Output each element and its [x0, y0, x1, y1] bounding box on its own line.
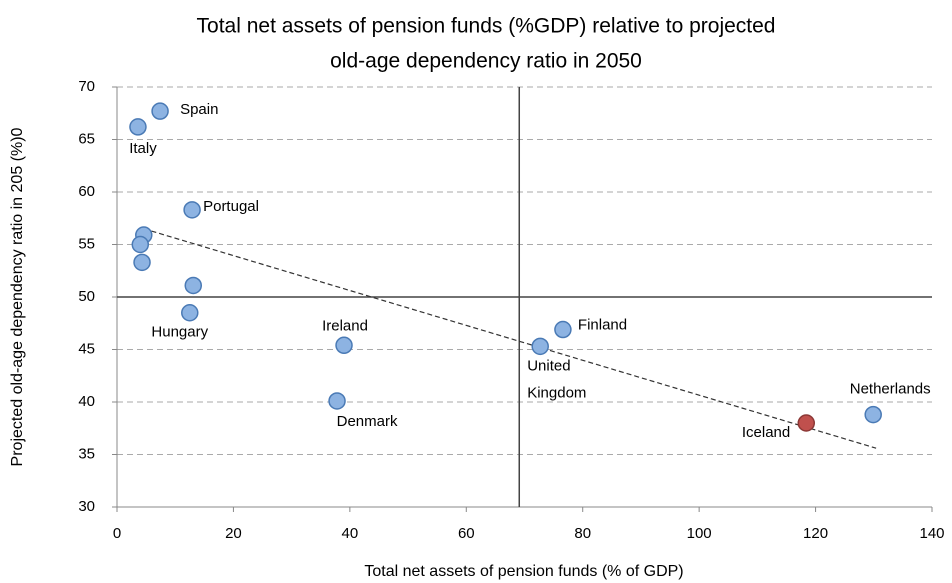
- point-label: Netherlands: [850, 381, 931, 398]
- y-axis-label: Projected old-age dependency ratio in 20…: [9, 127, 26, 466]
- point-label: Denmark: [337, 413, 398, 430]
- point: [531, 337, 549, 356]
- point: [797, 414, 816, 432]
- x-tick-label: 20: [225, 525, 242, 542]
- point: [183, 201, 201, 219]
- x-tick-label: 140: [919, 525, 944, 542]
- chart-title: old-age dependency ratio in 2050: [330, 50, 642, 73]
- x-tick-label: 120: [803, 525, 828, 542]
- point-label: Italy: [129, 140, 157, 157]
- chart-title: Total net assets of pension funds (%GDP)…: [197, 15, 776, 38]
- y-tick-label: 70: [78, 78, 95, 95]
- point-label: Iceland: [742, 424, 790, 441]
- point-label: Ireland: [322, 317, 368, 334]
- x-tick-label: 0: [113, 525, 121, 542]
- point: [184, 276, 203, 295]
- trendline: [143, 228, 877, 449]
- point: [133, 253, 151, 272]
- point: [328, 392, 346, 410]
- x-tick-label: 60: [458, 525, 475, 542]
- y-tick-label: 35: [78, 445, 95, 462]
- point: [554, 320, 572, 339]
- point: [151, 102, 169, 120]
- y-tick-label: 30: [78, 498, 95, 515]
- point-label: Spain: [180, 101, 218, 118]
- point: [864, 405, 882, 424]
- point: [181, 304, 199, 322]
- y-tick-label: 50: [78, 288, 95, 305]
- x-tick-label: 40: [342, 525, 359, 542]
- x-axis-label: Total net assets of pension funds (% of …: [364, 563, 683, 580]
- point-label: United: [527, 357, 570, 374]
- x-tick-label: 80: [574, 525, 591, 542]
- point-label: Kingdom: [527, 384, 586, 401]
- point: [335, 336, 353, 355]
- y-tick-label: 45: [78, 340, 95, 357]
- point: [129, 118, 147, 136]
- point: [131, 235, 150, 254]
- y-tick-label: 60: [78, 183, 95, 200]
- point-label: Portugal: [203, 198, 259, 215]
- point-label: Hungary: [151, 324, 208, 341]
- point-label: Finland: [578, 317, 627, 334]
- y-tick-label: 65: [78, 130, 95, 147]
- y-tick-label: 40: [78, 393, 95, 410]
- x-tick-label: 100: [687, 525, 712, 542]
- y-tick-label: 55: [78, 235, 95, 252]
